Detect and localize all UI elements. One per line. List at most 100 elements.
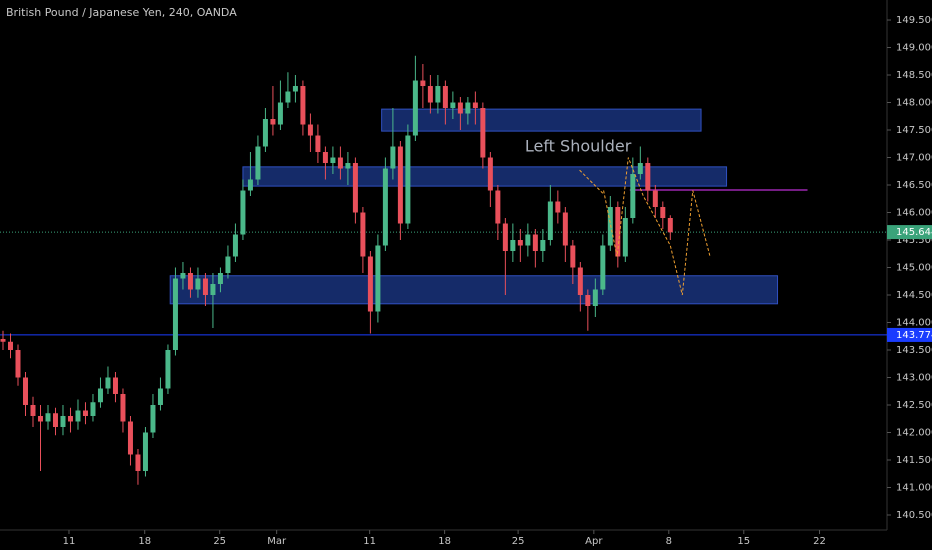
candle-body [405, 135, 411, 224]
candle-body [360, 212, 366, 257]
candle-body [277, 102, 283, 125]
candle-body [300, 86, 306, 125]
price-label-box [887, 225, 932, 240]
candle-body [607, 207, 613, 246]
candle-body [75, 410, 81, 422]
candle-body [412, 80, 418, 136]
candle-body [307, 124, 313, 136]
y-tick-label: 146.500 [896, 180, 932, 191]
y-tick-label: 145.000 [896, 263, 932, 274]
candle-body [637, 163, 643, 175]
candle-body [240, 190, 246, 235]
candle-body [615, 207, 621, 257]
x-tick-label: 8 [666, 536, 672, 547]
candle-body [255, 146, 261, 180]
candle-body [30, 404, 36, 416]
candle-body [352, 163, 358, 213]
candle-body [165, 349, 171, 389]
candle-body [645, 163, 651, 191]
y-tick-label: 145.500 [896, 235, 932, 246]
candle-body [52, 413, 58, 427]
candle-body [22, 377, 28, 405]
candle-body [67, 415, 73, 422]
candle-body [390, 146, 396, 169]
candle-body [0, 338, 6, 342]
candle-body [112, 377, 118, 394]
candle-body [472, 102, 478, 109]
candle-body [427, 86, 433, 103]
candle-body [315, 135, 321, 153]
candle-body [510, 240, 516, 252]
candle-body [292, 86, 298, 92]
candle-body [382, 168, 388, 246]
candle-body [397, 146, 403, 224]
y-tick-label: 144.500 [896, 290, 932, 301]
candle-body [622, 218, 628, 257]
candle-body [127, 421, 133, 455]
candle-body [495, 190, 501, 224]
candle-body [330, 157, 336, 164]
y-tick-label: 149.500 [896, 15, 932, 26]
candle-body [435, 86, 441, 103]
candle-body [420, 80, 426, 87]
y-tick-label: 148.500 [896, 70, 932, 81]
x-tick-label: 25 [512, 536, 525, 547]
candle-body [532, 234, 538, 252]
annotation-text: Left Shoulder [525, 137, 632, 156]
zone [381, 108, 702, 132]
candle-body [585, 295, 591, 306]
candle-body [367, 256, 373, 312]
zone [242, 166, 728, 187]
x-tick-label: Apr [585, 536, 603, 547]
y-tick-label: 147.500 [896, 125, 932, 136]
candle-body [172, 278, 178, 350]
y-tick-label: 143.000 [896, 372, 932, 383]
annotation-arrow [579, 169, 604, 194]
x-tick-label: 22 [813, 536, 826, 547]
y-tick-label: 144.000 [896, 317, 932, 328]
candle-body [487, 157, 493, 191]
candle-body [577, 267, 583, 296]
candle-body [120, 393, 126, 422]
candle-body [285, 91, 291, 103]
price-label: 145.644 [896, 227, 932, 238]
candle-body [262, 119, 268, 147]
candle-body [180, 273, 186, 279]
candle-body [540, 240, 546, 252]
zone [169, 275, 779, 305]
projection-path [603, 157, 711, 296]
candle-body [547, 201, 553, 241]
y-tick-label: 143.500 [896, 345, 932, 356]
candle-body [97, 388, 103, 403]
candle-body [210, 284, 216, 296]
candle-body [187, 273, 193, 290]
candle-body [525, 234, 531, 246]
candle-body [157, 388, 163, 405]
candle-body [225, 256, 231, 274]
chart-title: British Pound / Japanese Yen, 240, OANDA [6, 6, 237, 19]
candle-body [345, 163, 351, 169]
x-tick-label: 25 [213, 536, 226, 547]
y-tick-label: 147.000 [896, 153, 932, 164]
candle-body [37, 415, 43, 422]
candle-body [60, 415, 66, 427]
y-tick-label: 146.000 [896, 208, 932, 219]
candle-body [270, 119, 276, 125]
candle-body [562, 212, 568, 246]
x-tick-label: 15 [737, 536, 750, 547]
x-tick-label: 11 [363, 536, 376, 547]
candle-body [322, 152, 328, 164]
y-tick-label: 148.000 [896, 98, 932, 109]
candle-body [592, 289, 598, 306]
candle-body [465, 102, 471, 114]
candle-body [195, 278, 201, 290]
candle-body [202, 278, 208, 296]
candle-body [90, 402, 96, 416]
candle-body [502, 223, 508, 252]
candle-body [517, 240, 523, 246]
candle-body [7, 341, 13, 350]
candle-body [600, 245, 606, 290]
x-tick-label: 18 [438, 536, 451, 547]
price-label-box [887, 327, 932, 342]
